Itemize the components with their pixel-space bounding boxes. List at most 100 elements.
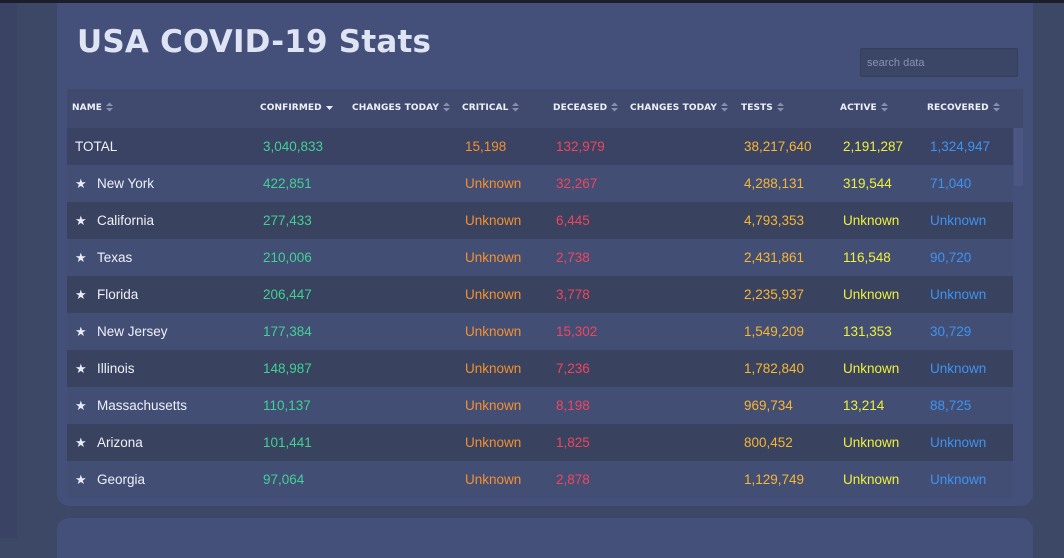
cell-active: Unknown [843,213,900,228]
cell-recovered: 90,720 [930,250,972,265]
cell-active: 13,214 [843,398,885,413]
search-input[interactable] [860,48,1018,77]
state-name: Florida [97,287,139,302]
cell-recovered: Unknown [930,361,987,376]
table-row[interactable]: ★ Illinois 148,987 Unknown 7,236 1,782,840 Unk… [67,350,1013,387]
state-name: Massachusetts [97,398,188,413]
sort-arrows-icon [776,102,784,112]
star-icon[interactable]: ★ [75,472,87,487]
column-header-name[interactable]: NAME [72,89,114,128]
cell-tests: 2,431,861 [744,250,805,265]
star-icon[interactable]: ★ [75,250,87,265]
cell-recovered: Unknown [930,472,987,487]
page-title: USA COVID-19 Stats [77,24,432,60]
cell-deceased: 32,267 [556,176,598,191]
sort-arrows-icon [992,102,1000,112]
column-header-critical[interactable]: CRITICAL [462,89,520,128]
table-scrollbar-thumb[interactable] [1014,128,1023,186]
table-row[interactable]: ★ Arizona 101,441 Unknown 1,825 800,452 Unknow… [67,424,1013,461]
sort-desc-icon [325,102,333,112]
cell-recovered: 1,324,947 [930,139,991,154]
cell-tests: 969,734 [744,398,793,413]
cell-critical: Unknown [465,287,522,302]
star-icon[interactable]: ★ [75,324,87,339]
cell-critical: Unknown [465,324,522,339]
state-name: Illinois [97,361,135,376]
star-icon[interactable]: ★ [75,398,87,413]
star-icon[interactable]: ★ [75,176,87,191]
cell-critical: 15,198 [465,139,507,154]
table-body[interactable]: TOTAL 3,040,833 15,198 132,979 38,217,640 2,1… [67,128,1013,498]
cell-tests: 1,782,840 [744,361,805,376]
cell-tests: 2,235,937 [744,287,805,302]
cell-recovered: Unknown [930,213,987,228]
cell-active: 2,191,287 [843,139,904,154]
cell-deceased: 3,778 [556,287,590,302]
state-name: New York [97,176,155,191]
column-header-confirmed[interactable]: CONFIRMED [260,89,333,128]
table-scrollbar-track[interactable] [1014,128,1023,498]
column-header-label: CHANGES TODAY [630,103,717,113]
cell-confirmed: 277,433 [263,213,312,228]
column-header-label: DECEASED [553,103,608,113]
cell-confirmed: 210,006 [263,250,312,265]
table-row[interactable]: ★ California 277,433 Unknown 6,445 4,793,353 U… [67,202,1013,239]
cell-tests: 4,793,353 [744,213,805,228]
column-header-recovered[interactable]: RECOVERED [927,89,1000,128]
column-header-deceased[interactable]: DECEASED [553,89,619,128]
column-header-active[interactable]: ACTIVE [840,89,888,128]
cell-recovered: 88,725 [930,398,972,413]
cell-recovered: Unknown [930,287,987,302]
cell-critical: Unknown [465,398,522,413]
table-row[interactable]: ★ New Jersey 177,384 Unknown 15,302 1,549,209… [67,313,1013,350]
table-row[interactable]: ★ Texas 210,006 Unknown 2,738 2,431,861 116,54… [67,239,1013,276]
star-icon[interactable]: ★ [75,435,87,450]
cell-recovered: 71,040 [930,176,972,191]
cell-confirmed: 422,851 [263,176,312,191]
column-header-tests[interactable]: TESTS [741,89,784,128]
cell-tests: 38,217,640 [744,139,812,154]
star-icon[interactable]: ★ [75,213,87,228]
column-header-label: CONFIRMED [260,103,322,113]
sort-arrows-icon [611,102,619,112]
column-header-label: CRITICAL [462,103,509,113]
table-row[interactable]: ★ Florida 206,447 Unknown 3,778 2,235,937 Unkn… [67,276,1013,313]
cell-deceased: 1,825 [556,435,590,450]
cell-active: 131,353 [843,324,892,339]
table-total-row[interactable]: TOTAL 3,040,833 15,198 132,979 38,217,640 2,1… [67,128,1013,165]
column-header-label: RECOVERED [927,103,989,113]
column-header-changes-today-2[interactable]: CHANGES TODAY [630,89,728,128]
sort-arrows-icon [512,102,520,112]
star-icon[interactable]: ★ [75,287,87,302]
cell-tests: 1,129,749 [744,472,805,487]
column-header-changes-today-1[interactable]: CHANGES TODAY [352,89,450,128]
column-header-label: TESTS [741,103,773,113]
column-header-label: NAME [72,103,103,113]
next-card [57,518,1033,558]
column-header-label: ACTIVE [840,103,877,113]
cell-deceased: 7,236 [556,361,590,376]
cell-confirmed: 206,447 [263,287,312,302]
table-row[interactable]: ★ New York 422,851 Unknown 32,267 4,288,131 31… [67,165,1013,202]
sort-arrows-icon [442,102,450,112]
cell-deceased: 2,738 [556,250,590,265]
cell-active: Unknown [843,361,900,376]
cell-active: Unknown [843,472,900,487]
cell-confirmed: 3,040,833 [263,139,324,154]
cell-confirmed: 101,441 [263,435,312,450]
table-row[interactable]: ★ Massachusetts 110,137 Unknown 8,198 969,734… [67,387,1013,424]
state-name: Texas [97,250,133,265]
star-icon[interactable]: ★ [75,361,87,376]
cell-deceased: 132,979 [556,139,605,154]
cell-deceased: 2,878 [556,472,590,487]
cell-critical: Unknown [465,472,522,487]
table-row[interactable]: ★ Georgia 97,064 Unknown 2,878 1,129,749 Unkno… [67,461,1013,498]
left-gutter [0,3,17,538]
cell-name: TOTAL [75,139,118,154]
cell-tests: 800,452 [744,435,793,450]
cell-tests: 4,288,131 [744,176,805,191]
state-name: Georgia [97,472,146,487]
cell-critical: Unknown [465,435,522,450]
cell-critical: Unknown [465,176,522,191]
cell-tests: 1,549,209 [744,324,805,339]
